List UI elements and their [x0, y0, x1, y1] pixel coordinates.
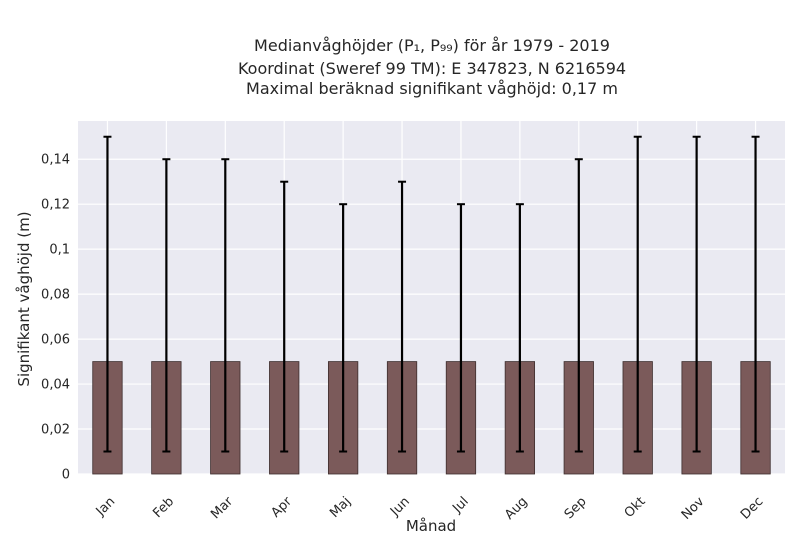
x-tick-label: Mar	[208, 494, 236, 522]
title-line-2: Koordinat (Sweref 99 TM): E 347823, N 62…	[238, 59, 626, 78]
x-tick-label: Jan	[93, 494, 118, 519]
x-tick-label: Feb	[150, 494, 177, 521]
x-tick-label: Jul	[449, 494, 471, 516]
y-axis-label: Signifikant våghöjd (m)	[15, 211, 33, 386]
plot-area	[78, 121, 785, 474]
x-tick-label: Okt	[622, 494, 649, 521]
x-tick-label: Aug	[502, 494, 531, 523]
x-tick-label: Nov	[679, 494, 708, 523]
x-tick-label: Sep	[562, 494, 590, 522]
x-tick-label: Dec	[738, 494, 766, 522]
y-tick-label: 0,08	[41, 288, 70, 303]
x-tick-label: Maj	[327, 494, 354, 521]
y-tick-label: 0,14	[41, 153, 70, 168]
y-tick-label: 0,1	[49, 243, 70, 258]
y-tick-labels: 0 0,02 0,04 0,06 0,08 0,1 0,12 0,14	[41, 153, 70, 483]
chart-title: Medianvåghöjder (P₁, P₉₉) för år 1979 - …	[238, 36, 626, 98]
x-tick-label: Apr	[269, 494, 296, 521]
y-tick-label: 0,12	[41, 198, 70, 213]
title-line-3: Maximal beräknad signifikant våghöjd: 0,…	[246, 79, 618, 98]
title-line-1: Medianvåghöjder (P₁, P₉₉) för år 1979 - …	[254, 36, 610, 55]
error-bars	[103, 135, 760, 453]
y-tick-label: 0	[62, 468, 70, 483]
y-tick-label: 0,02	[41, 423, 70, 438]
y-tick-label: 0,04	[41, 378, 70, 393]
y-tick-label: 0,06	[41, 333, 70, 348]
x-axis-label: Månad	[406, 517, 456, 535]
